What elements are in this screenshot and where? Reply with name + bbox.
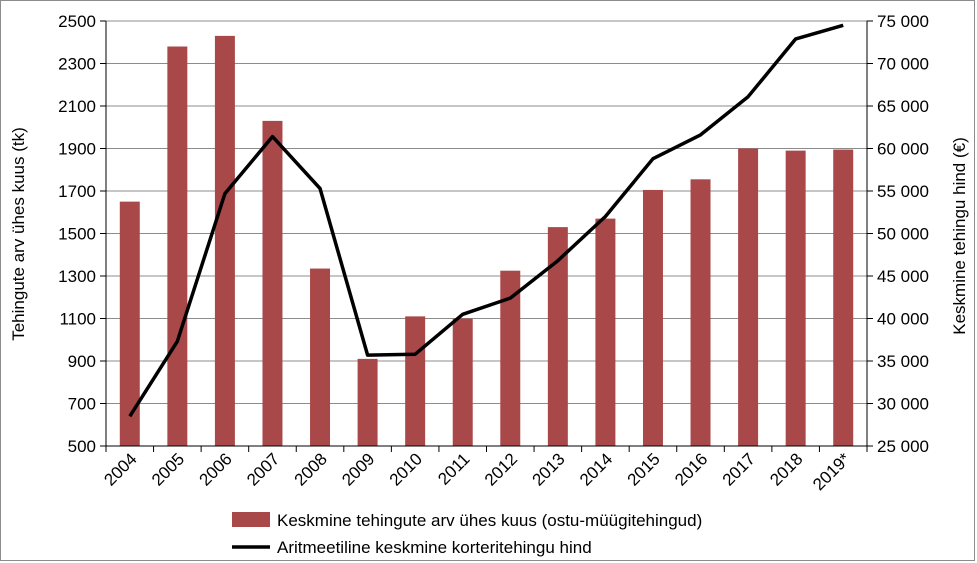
left-tick-label: 1900 [58, 140, 96, 159]
x-tick-label: 2008 [291, 449, 331, 489]
x-tick-label: 2018 [766, 449, 806, 489]
left-tick-label: 1100 [59, 310, 96, 329]
x-tick-label: 2014 [576, 449, 616, 489]
left-tick-label: 900 [68, 352, 96, 371]
right-tick-label: 40 000 [877, 310, 929, 329]
bar [262, 120, 283, 446]
x-tick-label: 2012 [481, 449, 521, 489]
bar [595, 218, 616, 446]
left-tick-label: 2500 [58, 12, 96, 31]
legend: Keskmine tehingute arv ühes kuus (ostu-m… [232, 511, 702, 557]
bar [310, 268, 331, 446]
bar [833, 149, 854, 446]
right-tick-label: 70 000 [877, 55, 929, 74]
x-tick-label: 2017 [719, 449, 759, 489]
x-tick-label: 2011 [434, 449, 473, 488]
bar [547, 227, 568, 446]
legend-label-bar: Keskmine tehingute arv ühes kuus (ostu-m… [277, 511, 702, 530]
bar-series [119, 35, 854, 446]
x-tick-label: 2007 [243, 449, 283, 489]
bar [214, 35, 235, 446]
legend-label-line: Aritmeetiline keskmine korteritehingu hi… [277, 538, 592, 557]
line-series [128, 23, 844, 418]
left-tick-label: 1700 [58, 182, 96, 201]
left-tick-label: 1500 [58, 225, 96, 244]
x-tick-label: 2010 [386, 449, 426, 489]
bar [167, 46, 188, 446]
x-tick-label: 2004 [100, 449, 140, 489]
price-line [128, 23, 844, 418]
x-axis-ticks: 2004 2005 2006 2007 2008 2009 2010 2011 2012 2013… [100, 446, 868, 494]
right-axis-ticks: 25 000 30 000 35 000 40 000 45 000 50 000 55 0… [867, 12, 929, 456]
right-tick-label: 25 000 [877, 437, 929, 456]
left-axis-title: Tehingute arv ühes kuus (tk) [9, 127, 28, 341]
left-tick-label: 2100 [58, 97, 96, 116]
right-tick-label: 65 000 [877, 97, 929, 116]
left-axis-ticks: 500 700 900 1100 1300 1500 1700 1900 2100 2300 250… [58, 12, 106, 456]
left-tick-label: 2300 [58, 55, 96, 74]
right-tick-label: 30 000 [877, 395, 929, 414]
bar [785, 150, 806, 446]
right-tick-label: 60 000 [877, 140, 929, 159]
right-axis-title: Keskmine tehingu hind (€) [950, 137, 969, 335]
bar [405, 316, 426, 446]
right-tick-label: 50 000 [877, 225, 929, 244]
left-tick-label: 700 [68, 395, 96, 414]
left-tick-label: 500 [68, 437, 96, 456]
right-tick-label: 35 000 [877, 352, 929, 371]
bar [452, 318, 473, 446]
x-tick-label: 2005 [148, 449, 188, 489]
x-tick-label: 2019* [809, 449, 854, 494]
right-tick-label: 55 000 [877, 182, 929, 201]
bar [690, 179, 711, 446]
right-tick-label: 45 000 [877, 267, 929, 286]
bar [119, 201, 140, 446]
right-tick-label: 75 000 [877, 12, 929, 31]
bar [500, 270, 521, 446]
x-tick-label: 2006 [196, 449, 236, 489]
x-tick-label: 2009 [338, 449, 378, 489]
x-tick-label: 2015 [624, 449, 664, 489]
bar [642, 189, 663, 446]
bar [738, 148, 759, 446]
left-tick-label: 1300 [58, 267, 96, 286]
x-tick-label: 2016 [671, 449, 711, 489]
legend-swatch-bar [232, 512, 270, 527]
x-tick-label: 2013 [528, 449, 568, 489]
bar [357, 358, 378, 446]
